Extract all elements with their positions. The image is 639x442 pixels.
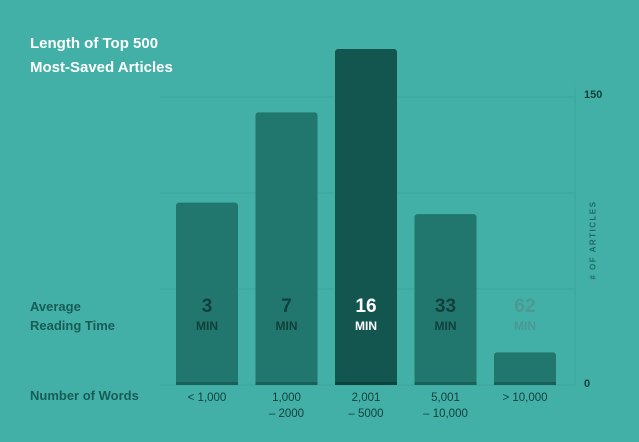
bar-base-0 [176,382,238,385]
reading-time-unit-2: MIN [355,319,377,333]
y-axis-label: # OF ARTICLES [588,200,598,280]
category-label-line: 2,001 [351,392,381,404]
reading-time-value-3: 33 [434,296,457,317]
reading-time-label-line-2: Reading Time [30,318,116,333]
bar-base-4 [494,382,556,385]
y-tick-label-0: 0 [584,378,591,390]
category-label-1: 1,000 – 2000 [247,390,327,422]
reading-time-unit-4: MIN [514,319,536,333]
chart-title: Length of Top 500 Most-Saved Articles [30,32,173,80]
category-label-2: 2,001 – 5000 [326,390,406,422]
category-label-line: 5,001 [431,392,460,404]
bars [176,49,556,386]
bar-2 [335,49,397,385]
bar-4 [494,352,556,385]
chart-title-line-1: Length of Top 500 [30,35,159,52]
reading-time-row-label: Average Reading Time [30,297,115,335]
category-label-3: 5,001 – 10,000 [406,390,486,422]
reading-time-unit-3: MIN [434,319,457,333]
reading-time-value-2: 16 [355,296,377,317]
category-label-0: < 1,000 [167,390,247,406]
category-label-line: – 2000 [268,408,305,420]
reading-time-label-line-1: Average [30,299,81,314]
reading-time-unit-0: MIN [196,319,218,333]
bar-0 [176,202,238,385]
bar-3 [414,214,477,385]
bar-base-3 [414,382,477,385]
bar-1 [255,112,318,386]
category-label-line: > 10,000 [502,392,548,404]
y-tick-label-150: 150 [584,89,603,101]
reading-time-value-4: 62 [514,296,536,317]
category-label-line: – 10,000 [423,408,468,420]
bar-base-1 [255,382,318,385]
reading-time-unit-1: MIN [275,319,298,333]
category-label-line: < 1,000 [187,392,227,404]
category-label-line: 1,000 [272,392,301,404]
chart-title-line-2: Most-Saved Articles [30,59,173,76]
category-label-4: > 10,000 [485,390,565,406]
reading-time-value-1: 7 [281,296,292,317]
reading-time-value-0: 3 [201,296,213,317]
number-of-words-row-label: Number of Words [30,388,139,403]
category-label-line: – 5000 [348,408,384,420]
bar-base-2 [335,382,397,385]
